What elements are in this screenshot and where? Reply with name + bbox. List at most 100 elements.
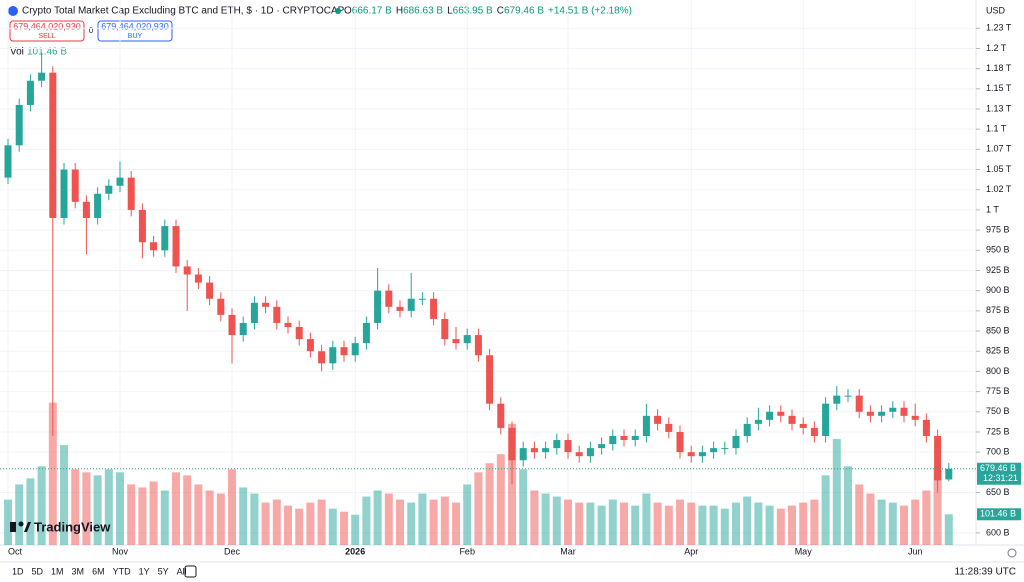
candle-body [474,335,482,356]
range-button[interactable]: 5Y [158,566,169,576]
volume-bar [250,493,259,545]
buy-label[interactable]: BUY [128,33,143,40]
candle-body [665,423,673,432]
y-tick-label: 850 B [986,325,1010,335]
candle-body [620,436,628,441]
volume-bar [306,502,315,545]
x-tick-label: Feb [459,546,475,556]
range-button[interactable]: 1D [12,566,24,576]
volume-bar [754,502,763,545]
candle-body [49,72,57,219]
sell-label[interactable]: SELL [38,33,55,40]
buy-price[interactable]: 679,464,020,930 [101,21,169,31]
spread: 0 [89,26,94,35]
volume-bar [228,469,236,545]
ohlc-value: 686.63 B [403,6,443,17]
y-tick-label: 1.13 T [986,103,1012,113]
y-tick-label: 1.02 T [986,184,1012,194]
clock: 11:28:39 UTC [954,567,1016,578]
y-tick-label: 950 B [986,245,1010,255]
volume-bar [743,496,752,545]
currency[interactable]: USD [986,5,1006,15]
volume-bar [597,505,606,545]
volume-bar [37,466,46,545]
volume-bar [15,484,24,545]
candle-body [934,436,942,481]
ohlc-key: L [447,6,453,17]
volume-bar [664,505,673,545]
candle-body [866,411,874,416]
y-tick-label: 775 B [986,386,1010,396]
buy-button[interactable] [97,20,173,42]
range-button[interactable]: 5D [32,566,44,576]
y-tick-label: 1.1 T [986,124,1007,134]
volume-value: 101.46 B [27,47,67,58]
volume-bar [340,511,348,545]
candle-body [855,395,863,412]
candle-body [945,468,953,480]
volume-bar [832,439,841,545]
candle-body [777,411,785,416]
candle-body [362,322,370,344]
ohlc-key: O [344,6,352,17]
candle-body [486,355,494,404]
candle-body [631,436,639,441]
date-range-icon[interactable] [184,565,197,578]
candle-body [463,335,471,344]
candle-body [654,415,662,424]
range-button[interactable]: 1Y [139,566,150,576]
volume-bar [183,475,192,545]
volume-bar [530,490,539,545]
x-tick-label: Jun [908,546,923,556]
candle-body [82,201,90,218]
candle-body [911,415,919,420]
candle-body [598,444,606,449]
volume-bar [373,490,382,545]
range-button[interactable]: All [177,566,187,576]
candle-body [922,419,930,436]
volume-bar [821,475,830,545]
volume-bar [933,469,942,545]
volume-bar [172,472,180,545]
ohlc-value: 679.46 B [504,6,544,17]
volume-bar [407,502,416,545]
candle-body [172,226,180,267]
candle-body [609,436,617,445]
range-button[interactable]: 3M [72,566,85,576]
candle-body [900,407,908,416]
candle-body [889,407,897,412]
settings-icon[interactable] [1007,548,1017,558]
volume-bar [911,499,920,545]
volume-bar [384,493,393,545]
sell-button[interactable] [9,20,85,42]
candle-body [586,448,594,457]
volume-bar [317,499,326,545]
candle-body [687,452,695,457]
volume-bar [272,499,281,545]
candle-body [553,440,561,449]
last-volume-tag [977,508,1021,521]
candle-body [105,185,113,194]
logo-mark [18,521,24,527]
candle-body [206,282,214,299]
volume-bar [709,505,718,545]
volume-bar [586,502,595,545]
candle-body [710,448,718,453]
candle-body [497,403,505,428]
candle-body [642,415,650,436]
candle-body [441,318,449,340]
volume-bar [351,514,360,545]
candle-body [15,104,23,146]
candle-body [721,448,729,450]
candle-body [138,209,146,243]
range-button[interactable]: 1M [51,566,64,576]
ohlc-key: H [396,6,403,17]
volume-bar [888,502,897,545]
volume-bar [485,463,494,545]
sell-price[interactable]: 679,464,020,930 [13,21,81,31]
y-tick-label: 600 B [986,527,1010,537]
volume-bar [844,466,852,545]
range-button[interactable]: 6M [92,566,105,576]
range-button[interactable]: YTD [113,566,132,576]
volume-bar [620,502,628,545]
